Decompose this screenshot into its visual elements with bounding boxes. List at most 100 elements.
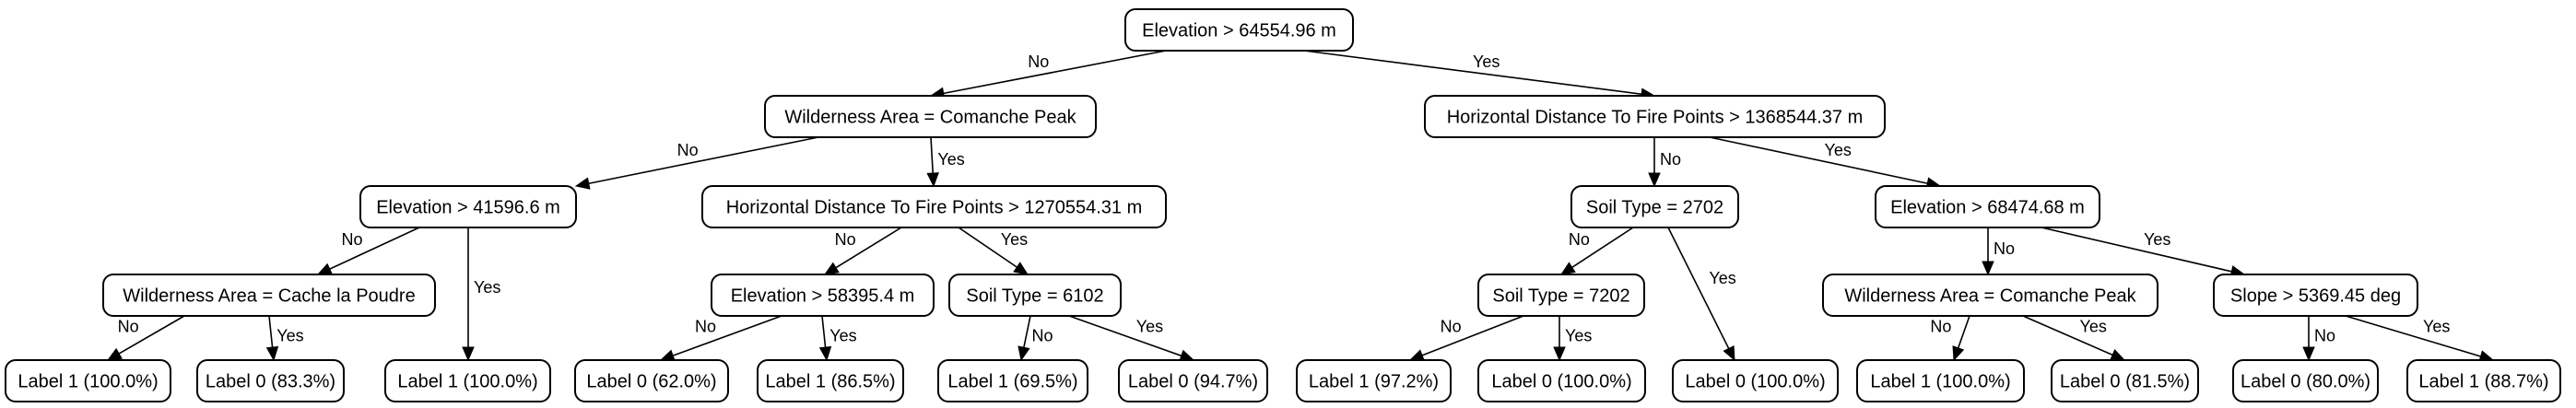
edge-n10-n20: Yes [1068,315,1195,362]
node-label: Label 1 (100.0%) [397,372,537,392]
node-box [1822,274,2158,317]
edge-line [1571,227,1634,269]
edge-label: Yes [2080,318,2107,336]
leaf-node-n8: Label 1 (100.0%) [384,359,551,402]
arrowhead-icon [574,177,591,190]
arrowhead-icon [1723,345,1735,362]
node-label: Label 1 (86.5%) [765,372,895,392]
node-label: Label 0 (94.7%) [1128,372,1258,392]
edge-line [930,136,935,174]
node-box [1477,359,1646,402]
edge-label: Yes [1709,269,1735,287]
leaf-node-n17: Label 0 (62.0%) [574,359,729,402]
node-box [948,274,1122,317]
edge-n4-n10: Yes [958,227,1029,275]
node-label: Label 0 (80.0%) [2241,372,2370,392]
node-box [937,359,1088,402]
edge-n1-n4: Yes [926,136,965,188]
arrowhead-icon [1952,345,1965,362]
edge-label: Yes [829,327,856,345]
arrowhead-icon [1017,345,1030,362]
node-box [1296,359,1452,402]
leaf-node-n23: Label 1 (100.0%) [1856,359,2025,402]
edge-line [2345,315,2481,357]
edge-label: No [2314,327,2335,345]
node-box [574,359,729,402]
node-label: Wilderness Area = Comanche Peak [784,108,1076,128]
node-box [2213,274,2418,317]
decision-node-n1: Wilderness Area = Comanche Peak [764,95,1097,138]
arrowhead-icon [2302,346,2315,362]
edge-line [329,227,420,270]
edge-line [943,50,1167,95]
leaf-node-n26: Label 1 (88.7%) [2406,359,2561,402]
decision-node-n9: Elevation > 58395.4 m [711,274,935,317]
edge-label: No [341,230,362,249]
decision-node-n5: Soil Type = 2702 [1570,185,1739,228]
edge-n0-n1: No [929,50,1167,99]
edge-label: Yes [2144,230,2170,249]
decision-node-n6: Elevation > 68474.68 m [1875,185,2100,228]
edge-label: No [695,318,716,336]
node-label: Label 1 (97.2%) [1309,372,1439,392]
leaf-node-n15: Label 1 (100.0%) [5,359,171,402]
edge-line [958,227,1017,268]
edge-n10-n19: No [1017,315,1053,362]
edge-line [588,136,819,185]
node-label: Label 0 (81.5%) [2060,372,2190,392]
edge-label: No [1569,230,1590,249]
edge-n6-n13: No [1982,227,2015,276]
leaf-node-n20: Label 0 (94.7%) [1118,359,1268,402]
leaf-node-n24: Label 0 (81.5%) [2051,359,2199,402]
leaf-node-n25: Label 0 (80.0%) [2232,359,2379,402]
edge-label: Yes [937,150,964,169]
node-box [5,359,171,402]
node-box [1672,359,1839,402]
leaf-node-n16: Label 0 (83.3%) [196,359,345,402]
arrowhead-icon [1408,349,1425,362]
edge-n7-n15: No [106,315,185,361]
arrowhead-icon [1553,346,1566,362]
edge-n2-n6: Yes [1709,136,1942,190]
leaf-node-n12: Label 0 (100.0%) [1672,359,1839,402]
node-box [196,359,345,402]
node-label: Label 1 (100.0%) [18,372,158,392]
edge-label: No [1441,318,1462,336]
node-label: Label 0 (83.3%) [206,372,335,392]
edge-label: Yes [1565,327,1592,345]
edge-n14-n26: Yes [2345,315,2495,363]
edge-line [821,315,827,348]
edge-label: Yes [1136,318,1163,336]
edge-n13-n24: Yes [2022,315,2126,361]
edge-label: No [1994,239,2015,258]
edge-line [1303,50,1642,96]
node-box [701,185,1167,228]
edge-label: No [1660,150,1681,169]
node-box [102,274,436,317]
node-label: Label 1 (88.7%) [2418,372,2548,392]
node-label: Elevation > 41596.6 m [376,198,560,218]
node-label: Soil Type = 6102 [966,286,1103,307]
edge-line [2041,227,2232,273]
edge-n13-n23: No [1930,315,1970,362]
edge-line [268,315,274,348]
node-box [1856,359,2025,402]
node-label: Label 1 (100.0%) [1870,372,2010,392]
arrowhead-icon [1559,262,1576,275]
node-box [1570,185,1739,228]
decision-node-n11: Soil Type = 7202 [1477,274,1645,317]
edge-n6-n14: Yes [2041,227,2246,278]
edge-line [1068,315,1182,357]
node-box [359,185,577,228]
node-box [757,359,904,402]
leaf-node-n19: Label 1 (69.5%) [937,359,1088,402]
edge-n5-n11: No [1559,227,1634,275]
arrowhead-icon [106,347,123,361]
arrowhead-icon [1648,172,1661,188]
edge-n5-n12: Yes [1667,227,1736,362]
edge-line [118,315,185,355]
edge-line [1421,315,1524,356]
node-label: Elevation > 68474.68 m [1890,198,2085,218]
edge-n3-n8: Yes [462,227,500,362]
node-label: Horizontal Distance To Fire Points > 127… [726,198,1143,218]
